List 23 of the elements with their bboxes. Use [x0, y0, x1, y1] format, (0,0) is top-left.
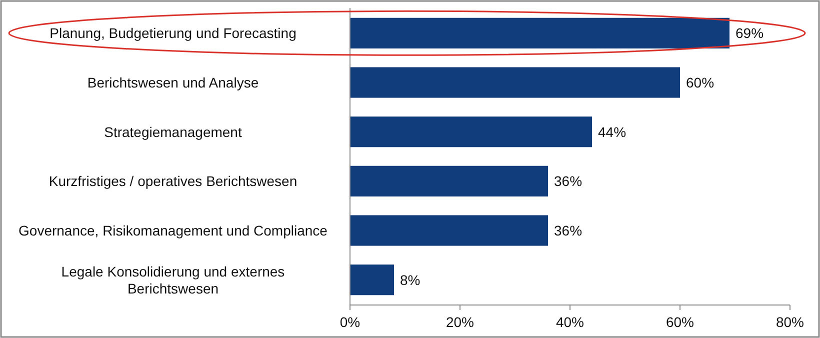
x-tick-label: 20%	[446, 314, 474, 330]
bar	[350, 18, 730, 48]
x-tick-label: 0%	[340, 314, 360, 330]
y-tick-label: Berichtswesen und Analyse	[87, 74, 259, 90]
bar	[350, 116, 592, 148]
bar	[350, 215, 548, 246]
x-tick-label: 80%	[776, 314, 804, 330]
data-label: 44%	[598, 124, 626, 140]
x-tick-label: 40%	[556, 314, 584, 330]
data-label: 69%	[736, 25, 764, 42]
bar	[350, 67, 680, 98]
y-tick-label: Kurzfristiges / operatives Berichtswesen	[48, 173, 298, 190]
y-tick-label: Governance, Risikomanagement und Compliance	[18, 222, 328, 239]
data-label: 36%	[554, 222, 582, 239]
bar	[350, 264, 394, 296]
y-tick-label: Planung, Budgetierung und Forecasting	[50, 25, 296, 42]
data-label: 8%	[400, 272, 420, 288]
data-label: 60%	[686, 74, 714, 90]
y-tick-label: Strategiemanagement	[104, 124, 242, 140]
y-tick-label: Legale Konsolidierung und externes Berichtswesen	[61, 263, 285, 296]
data-label: 36%	[554, 173, 582, 190]
x-tick-label: 60%	[666, 314, 694, 330]
bar	[350, 166, 548, 196]
